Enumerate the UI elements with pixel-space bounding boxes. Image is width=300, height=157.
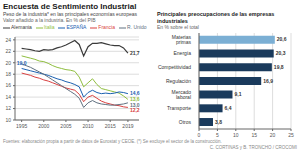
svg-text:13,6: 13,6 xyxy=(129,96,140,103)
svg-text:Mercadolaboral: Mercadolaboral xyxy=(172,89,192,100)
svg-text:2015: 2015 xyxy=(105,123,116,129)
svg-text:2000: 2000 xyxy=(38,123,49,129)
svg-text:Competitividad: Competitividad xyxy=(158,64,191,70)
svg-text:9,1: 9,1 xyxy=(234,91,241,97)
svg-text:22: 22 xyxy=(8,48,11,54)
svg-text:Energía: Energía xyxy=(173,50,191,56)
svg-text:18: 18 xyxy=(8,71,11,77)
svg-text:21,7: 21,7 xyxy=(130,50,140,56)
svg-text:20: 20 xyxy=(8,60,11,66)
svg-text:15: 15 xyxy=(251,132,257,138)
svg-text:14,6: 14,6 xyxy=(130,90,140,96)
html-text:Fuentes: elaboración propia a: Fuentes: elaboración propia a partir de … xyxy=(3,139,222,144)
svg-text:10: 10 xyxy=(8,117,11,123)
html-text:Alemania: Alemania xyxy=(11,24,32,30)
html-text:Francia: Francia xyxy=(98,24,115,30)
svg-text:25: 25 xyxy=(288,132,292,138)
html-text:Italia: Italia xyxy=(43,24,55,30)
svg-text:20,6: 20,6 xyxy=(277,36,287,42)
svg-text:0: 0 xyxy=(198,132,201,138)
svg-text:12,2: 12,2 xyxy=(130,107,140,113)
html-text:Encuesta de Sentimiento Indust: Encuesta de Sentimiento Industrial xyxy=(3,2,137,11)
svg-text:16,9: 16,9 xyxy=(263,78,273,84)
svg-text:10: 10 xyxy=(233,132,239,138)
svg-text:12: 12 xyxy=(8,105,11,111)
svg-text:Transporte: Transporte xyxy=(167,105,191,111)
svg-text:14: 14 xyxy=(8,94,11,100)
svg-text:2019: 2019 xyxy=(122,123,133,129)
svg-text:19,8: 19,8 xyxy=(274,64,284,70)
svg-text:19,0: 19,0 xyxy=(17,60,27,66)
html-text:R. Unido: R. Unido xyxy=(127,24,147,30)
svg-text:1995: 1995 xyxy=(16,123,27,129)
svg-text:20: 20 xyxy=(270,132,276,138)
svg-text:3,8: 3,8 xyxy=(215,119,222,125)
svg-text:Materiasprimas: Materiasprimas xyxy=(172,34,192,45)
svg-text:16: 16 xyxy=(8,82,11,88)
svg-text:20,3: 20,3 xyxy=(276,50,286,56)
svg-text:24: 24 xyxy=(8,37,11,43)
html-text:En % sobre el total: En % sobre el total xyxy=(157,24,199,30)
svg-text:Regulación: Regulación xyxy=(166,78,191,84)
html-text:Peso de la industria* en las p: Peso de la industria* en las principales… xyxy=(3,11,137,17)
html-text:ESPAÑA: ESPAÑA xyxy=(66,24,87,30)
svg-text:5: 5 xyxy=(216,132,219,138)
html-text:Valor añadido a la industria.: Valor añadido a la industria. En % del P… xyxy=(3,17,96,23)
svg-text:Otros: Otros xyxy=(179,119,192,125)
html-text:C. CORTINAS y B. TRONCHO / CRO: C. CORTINAS y B. TRONCHO / CROCOMI xyxy=(209,144,297,150)
html-text:Principales preocupaciones de: Principales preocupaciones de las empres… xyxy=(157,11,275,24)
svg-text:2010: 2010 xyxy=(83,123,94,129)
svg-text:13,0: 13,0 xyxy=(130,102,140,108)
svg-text:6,4: 6,4 xyxy=(225,105,232,111)
svg-text:2005: 2005 xyxy=(60,123,71,129)
